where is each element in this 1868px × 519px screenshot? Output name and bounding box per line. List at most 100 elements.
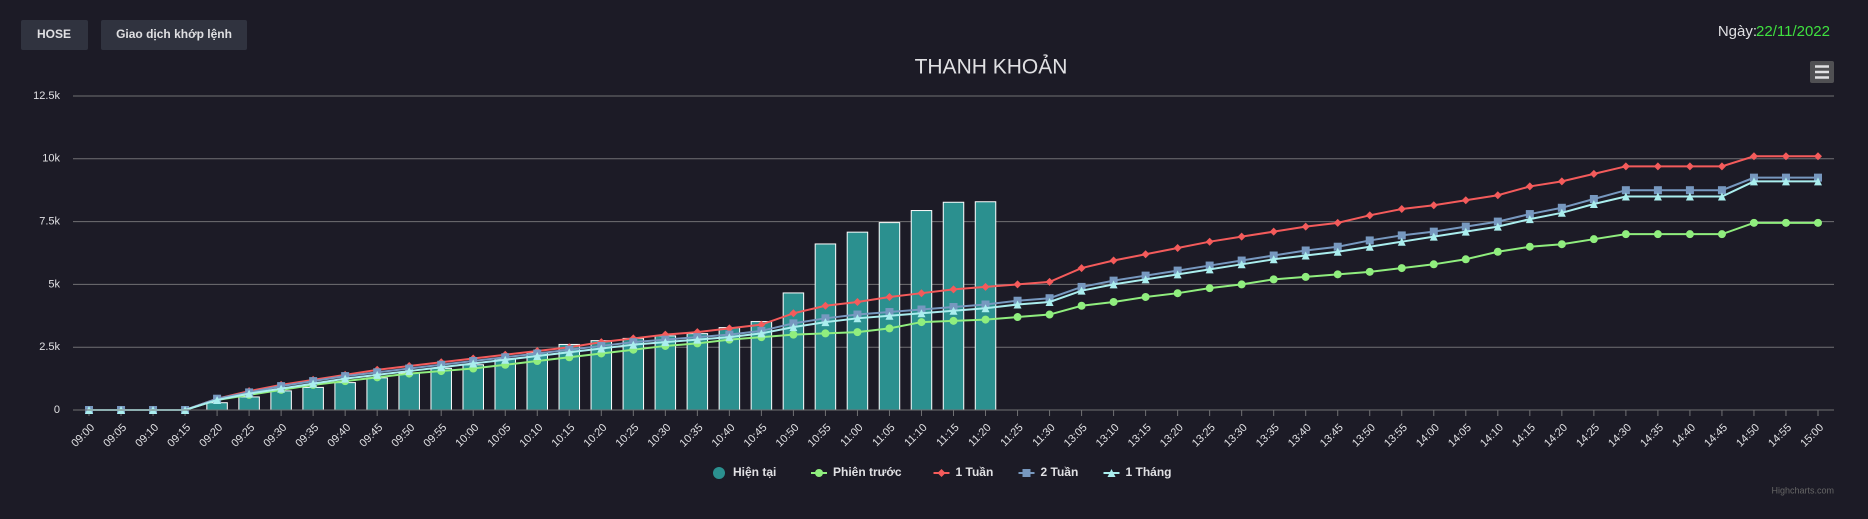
point	[725, 324, 734, 333]
point	[1525, 215, 1534, 224]
point	[1685, 186, 1694, 195]
legend-item[interactable]: Phiên trước	[811, 465, 902, 479]
point	[1621, 192, 1630, 201]
x-tick-label: 09:40	[325, 422, 353, 450]
x-tick-label: 14:00	[1414, 422, 1442, 450]
point	[213, 395, 222, 404]
point	[1781, 152, 1790, 161]
point	[1237, 232, 1246, 241]
x-tick-label: 09:50	[389, 422, 417, 450]
point	[821, 318, 830, 327]
point	[1333, 270, 1342, 279]
point	[757, 329, 766, 338]
x-tick-label: 14:55	[1766, 422, 1794, 450]
point	[1621, 230, 1630, 239]
legend-item[interactable]: 2 Tuần	[1018, 465, 1079, 479]
point	[1397, 231, 1406, 240]
bar	[814, 243, 837, 411]
menu-button[interactable]	[1810, 61, 1834, 83]
x-tick-label: 13:05	[1062, 422, 1090, 450]
x-tick-label: 10:45	[742, 422, 770, 450]
legend-label[interactable]: 1 Tháng	[1126, 465, 1172, 479]
point	[1429, 201, 1438, 210]
x-tick-label: 14:05	[1446, 422, 1474, 450]
point	[1173, 270, 1182, 279]
x-tick-label: 09:55	[421, 422, 449, 450]
legend-marker	[937, 469, 946, 477]
x-tick-label: 13:50	[1350, 422, 1378, 450]
point	[1269, 255, 1278, 264]
x-tick-label: 11:20	[966, 422, 993, 449]
legend-item[interactable]: Hiện tại	[713, 465, 776, 479]
x-tick-label: 13:35	[1254, 422, 1282, 450]
x-tick-label: 13:25	[1190, 422, 1218, 450]
point	[277, 384, 286, 393]
x-tick-label: 10:20	[582, 422, 610, 450]
x-tick-label: 10:10	[517, 422, 545, 450]
point	[821, 301, 830, 310]
point	[1173, 289, 1182, 298]
y-tick-label: 2.5k	[39, 341, 60, 353]
legend-label[interactable]: Phiên trước	[833, 465, 902, 479]
x-tick-label: 11:30	[1030, 422, 1057, 449]
x-tick-label: 10:40	[710, 422, 738, 450]
date-label: Ngày:	[1718, 23, 1757, 40]
x-tick-label: 14:40	[1670, 422, 1698, 450]
market-button[interactable]	[21, 20, 88, 50]
point	[1685, 162, 1694, 171]
point	[1525, 242, 1534, 251]
point	[1365, 211, 1374, 220]
x-tick-label: 09:10	[133, 422, 161, 450]
legend-marker	[815, 469, 823, 477]
point	[1077, 301, 1086, 310]
point	[1589, 235, 1598, 244]
point	[1429, 232, 1438, 241]
point	[1493, 222, 1502, 231]
x-tick-label: 14:25	[1574, 422, 1602, 450]
x-tick-label: 09:15	[165, 422, 193, 450]
y-tick-label: 0	[54, 404, 60, 416]
mode-button-label[interactable]: Giao dịch khớp lệnh	[116, 27, 232, 41]
point	[949, 316, 958, 325]
point	[949, 285, 958, 294]
x-tick-label: 09:20	[197, 422, 225, 450]
point	[1589, 200, 1598, 209]
x-tick-label: 13:30	[1222, 422, 1250, 450]
point	[1013, 300, 1022, 309]
point	[1205, 284, 1214, 293]
point	[1813, 218, 1822, 227]
point	[1557, 240, 1566, 249]
date-value: 22/11/2022	[1756, 23, 1830, 40]
point	[1653, 162, 1662, 171]
point	[1461, 196, 1470, 205]
x-tick-label: 10:00	[453, 422, 481, 450]
x-tick-label: 14:45	[1702, 422, 1730, 450]
point	[1141, 292, 1150, 301]
point	[885, 324, 894, 333]
point	[1557, 208, 1566, 217]
x-tick-label: 13:15	[1126, 422, 1154, 450]
legend-item[interactable]: 1 Tuần	[933, 465, 994, 479]
x-tick-label: 13:40	[1286, 422, 1314, 450]
point	[853, 297, 862, 306]
point	[1589, 169, 1598, 178]
point	[1525, 210, 1534, 219]
legend-label[interactable]: Hiện tại	[733, 465, 776, 479]
point	[1365, 242, 1374, 251]
point	[1301, 222, 1310, 231]
point	[1365, 267, 1374, 276]
point	[661, 338, 670, 347]
mode-button[interactable]	[101, 20, 247, 50]
legend-label[interactable]: 1 Tuần	[956, 465, 994, 479]
point	[1173, 243, 1182, 252]
legend-item[interactable]: 1 Tháng	[1103, 465, 1172, 479]
point	[1717, 192, 1726, 201]
market-button-label[interactable]: HOSE	[37, 27, 71, 41]
point	[1685, 230, 1694, 239]
point	[1749, 152, 1758, 161]
point	[1397, 205, 1406, 214]
legend-label[interactable]: 2 Tuần	[1041, 465, 1079, 479]
point	[885, 292, 894, 301]
point	[693, 335, 702, 344]
point	[1333, 242, 1342, 251]
